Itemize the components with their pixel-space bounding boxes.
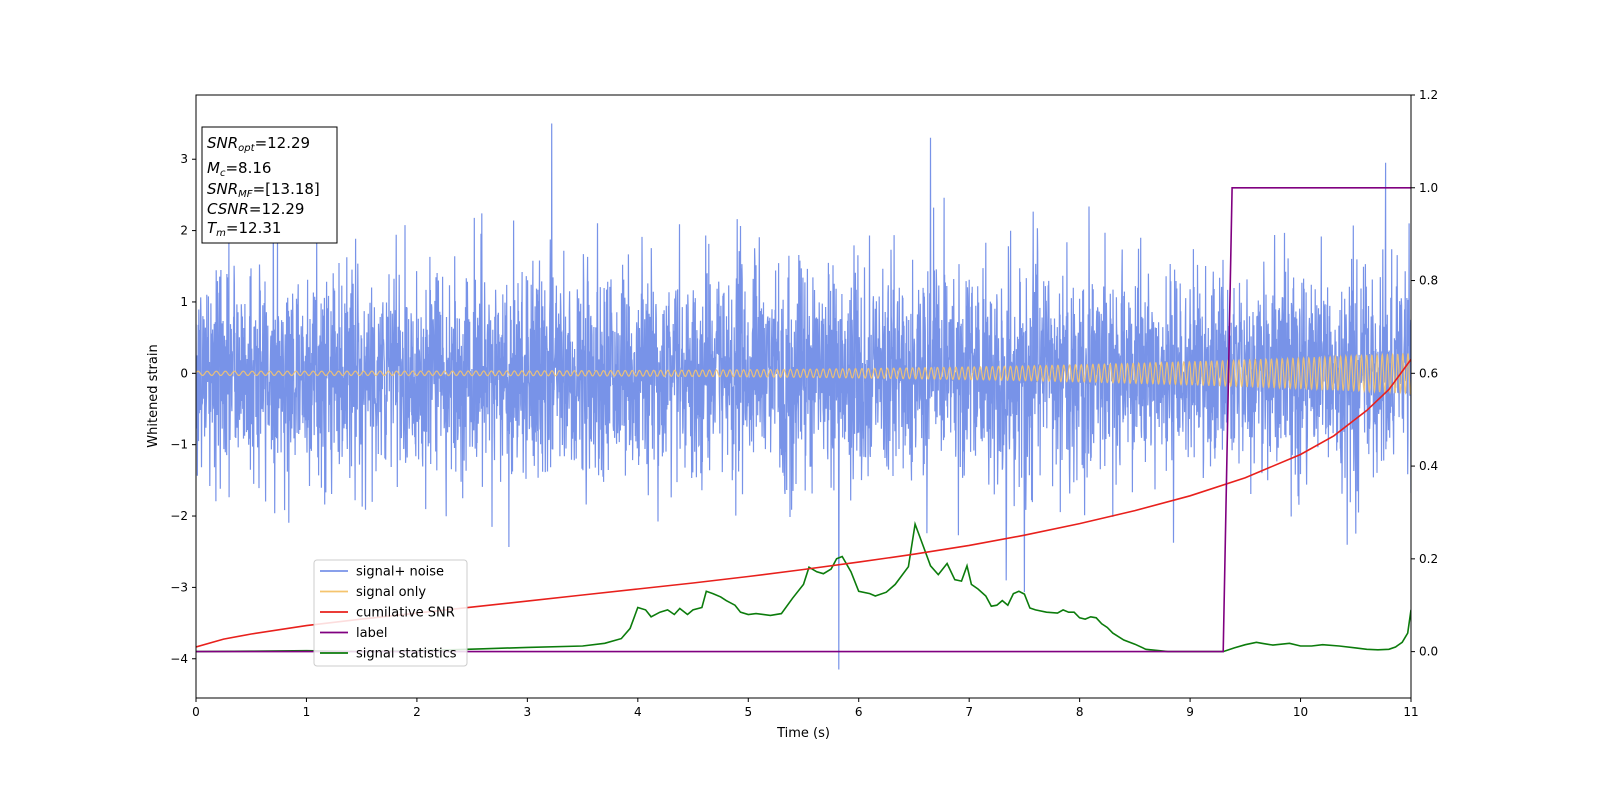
annotation-line: CSNR=12.29	[207, 200, 304, 218]
left-y-tick-label: −4	[170, 652, 188, 666]
left-y-tick-label: 1	[180, 295, 188, 309]
left-y-tick-label: −3	[170, 580, 188, 594]
series-label-line	[196, 187, 1411, 653]
x-tick-label: 5	[744, 705, 752, 719]
legend-entry: signal only	[356, 585, 426, 600]
right-y-axis: 0.0 0.2 0.4 0.6 0.8 1.0 1.2	[1411, 88, 1438, 659]
legend-frame	[313, 559, 468, 667]
plot-frame	[195, 94, 1412, 699]
right-y-tick-label: 0.4	[1419, 459, 1438, 473]
annotation-frame	[201, 126, 338, 244]
x-tick-label: 3	[524, 705, 532, 719]
annotation-line: SNRMF=[13.18]	[207, 180, 320, 200]
right-y-tick-label: 1.0	[1419, 181, 1438, 195]
left-y-tick-label: 2	[180, 224, 188, 238]
legend-entry: label	[356, 626, 387, 641]
x-tick-label: 1	[303, 705, 311, 719]
annotation-line: Tm=12.31	[207, 219, 281, 239]
legend-entry: signal+ noise	[356, 565, 444, 580]
right-y-tick-label: 0.8	[1419, 274, 1438, 288]
left-y-tick-label: 3	[180, 152, 188, 166]
left-y-axis: −4 −3 −2 −1 0 1 2 3	[170, 152, 196, 666]
right-y-tick-label: 1.2	[1419, 88, 1438, 102]
left-y-tick-label: −2	[170, 509, 188, 523]
x-tick-label: 9	[1186, 705, 1194, 719]
annotation-box: SNRopt=12.29 Mc=8.16SNRMF=[13.18]CSNR=12.…	[201, 126, 338, 244]
legend-entry: signal statistics	[356, 647, 457, 662]
x-tick-label: 10	[1293, 705, 1308, 719]
left-y-tick-label: −1	[170, 438, 188, 452]
right-y-tick-label: 0.0	[1419, 645, 1438, 659]
x-tick-label: 0	[192, 705, 200, 719]
x-tick-label: 7	[965, 705, 973, 719]
left-y-axis-label: Whitened strain	[146, 344, 161, 447]
x-axis-label: Time (s)	[776, 726, 830, 741]
x-tick-label: 8	[1076, 705, 1084, 719]
series-signal-statistics-line	[196, 520, 1411, 653]
series-signal-only-line	[196, 352, 1411, 396]
legend: signal+ noise signal only cumilative SNR la…	[313, 559, 468, 667]
series-signal-noise-line	[196, 123, 1411, 670]
x-tick-label: 2	[413, 705, 421, 719]
right-y-tick-label: 0.6	[1419, 366, 1438, 380]
legend-entry: cumilative SNR	[356, 606, 455, 621]
x-tick-label: 4	[634, 705, 642, 719]
x-tick-label: 11	[1403, 705, 1418, 719]
x-tick-label: 6	[855, 705, 863, 719]
annotation-line: Mc=8.16	[207, 159, 271, 179]
right-y-tick-label: 0.2	[1419, 552, 1438, 566]
x-axis: 0 1 2 3 4 5 6 7 8 9 10 11	[192, 698, 1419, 719]
left-y-tick-label: 0	[180, 366, 188, 380]
annotation-line: SNRopt=12.29	[207, 134, 310, 154]
